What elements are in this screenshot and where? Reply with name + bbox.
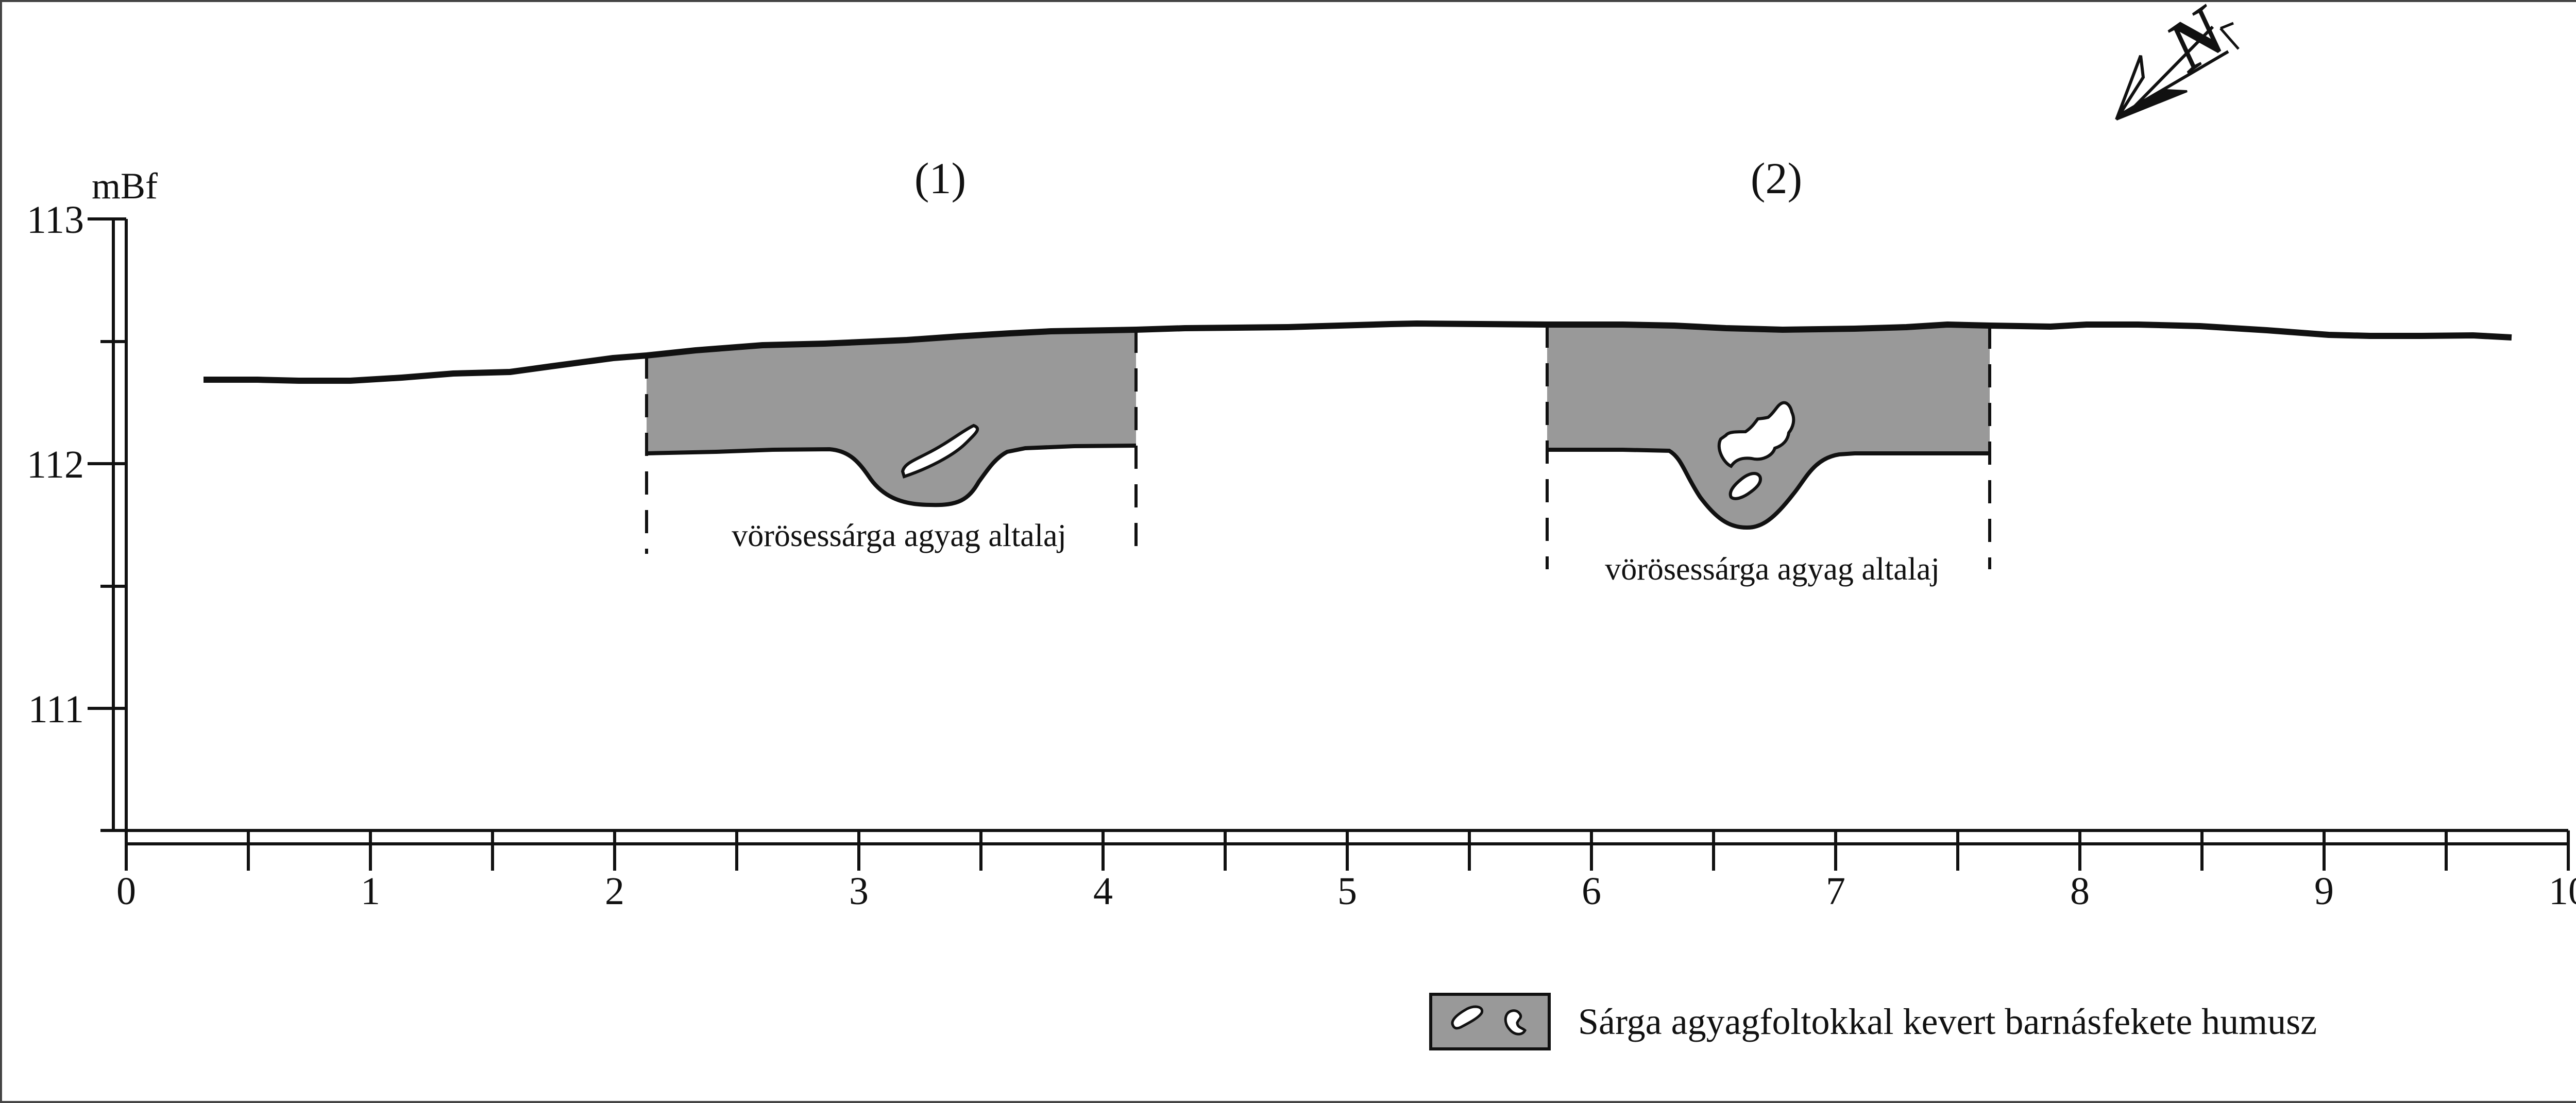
- section-1-subsoil-label: vörösessárga agyag altalaj: [732, 518, 1066, 553]
- y-tick-label-112: 112: [27, 443, 84, 486]
- pit-1-inclusion: [901, 423, 979, 479]
- x-tick-labels: 0 1 2 3 4 5 6 7 8 9 10: [116, 870, 2576, 913]
- x-tick-label-1: 1: [361, 870, 380, 913]
- ground-surface-line: [204, 320, 2512, 384]
- section-2-subsoil-label: vörösessárga agyag altalaj: [1605, 552, 1940, 587]
- x-tick-label-2: 2: [605, 870, 624, 913]
- x-tick-label-0: 0: [116, 870, 136, 913]
- x-tick-label-5: 5: [1337, 870, 1357, 913]
- x-tick-label-3: 3: [849, 870, 869, 913]
- pit-1-bottom-line: [646, 444, 1137, 507]
- x-tick-label-6: 6: [1582, 870, 1601, 913]
- north-arrow-icon: N: [2115, 0, 2243, 121]
- pit-2-inclusion-large: [1717, 401, 1795, 468]
- legend-label: Sárga agyagfoltokkal kevert barnásfekete…: [1578, 1001, 2317, 1042]
- x-tick-label-7: 7: [1826, 870, 1845, 913]
- section-2-label: (2): [1751, 154, 1802, 203]
- legend-swatch-inclusion-1: [1451, 1005, 1484, 1030]
- y-tick-label-111: 111: [28, 688, 84, 731]
- legend-swatch: [1429, 993, 1551, 1050]
- x-tick-label-10: 10: [2549, 870, 2576, 913]
- legend: Sárga agyagfoltokkal kevert barnásfekete…: [1429, 993, 2317, 1050]
- legend-swatch-inclusion-2: [1504, 1009, 1527, 1036]
- pit-2-inclusion-small: [1728, 472, 1762, 500]
- x-tick-label-8: 8: [2070, 870, 2090, 913]
- x-tick-label-4: 4: [1093, 870, 1113, 913]
- section-1-label: (1): [914, 154, 966, 203]
- x-tick-label-9: 9: [2314, 870, 2334, 913]
- x-axis-ticks: [125, 830, 2570, 871]
- y-axis: [88, 217, 128, 832]
- y-axis-unit: mBf: [92, 165, 158, 207]
- pit-2-bottom-line: [1547, 448, 1990, 530]
- y-tick-label-113: 113: [27, 198, 84, 242]
- pit-1-fill: [647, 330, 1136, 505]
